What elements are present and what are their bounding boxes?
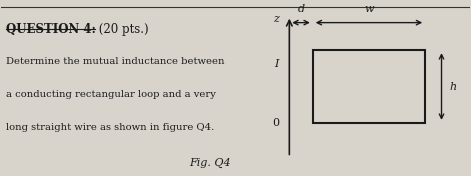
Text: h: h [450, 81, 457, 92]
Text: z: z [273, 14, 279, 24]
Text: QUESTION 4:: QUESTION 4: [6, 23, 96, 36]
Text: 0: 0 [272, 118, 279, 128]
Text: d: d [298, 4, 305, 14]
Text: long straight wire as shown in figure Q4.: long straight wire as shown in figure Q4… [6, 123, 214, 132]
Text: (20 pts.): (20 pts.) [95, 23, 149, 36]
Text: w: w [364, 4, 374, 14]
Text: Fig. Q4: Fig. Q4 [189, 158, 230, 168]
Text: I: I [275, 59, 279, 69]
Text: Determine the mutual inductance between: Determine the mutual inductance between [6, 57, 225, 66]
Text: a conducting rectangular loop and a very: a conducting rectangular loop and a very [6, 90, 216, 99]
Bar [313, 50, 425, 123]
